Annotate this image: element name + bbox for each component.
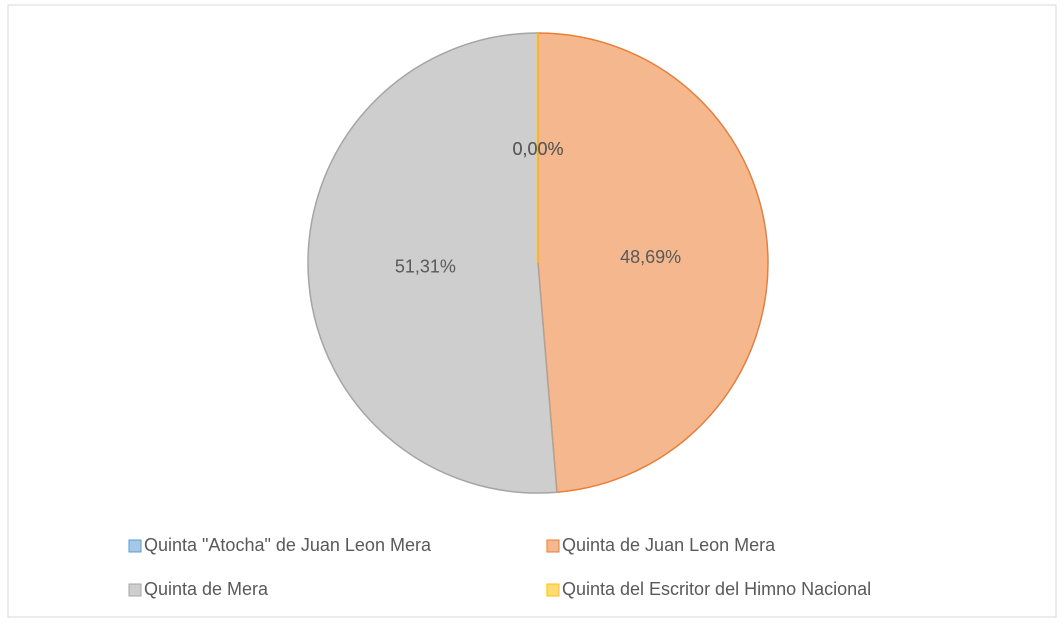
legend-label: Quinta de Mera — [144, 579, 269, 599]
pie-slice — [307, 32, 558, 494]
legend-label: Quinta "Atocha" de Juan Leon Mera — [144, 535, 432, 555]
legend-swatch — [546, 583, 560, 597]
data-label: 0,00% — [512, 139, 563, 159]
data-label: 48,69% — [620, 247, 681, 267]
legend-label: Quinta del Escritor del Himno Nacional — [562, 579, 871, 599]
legend-swatch — [546, 539, 560, 553]
legend-swatch — [128, 539, 142, 553]
legend-swatch — [128, 583, 142, 597]
legend-label: Quinta de Juan Leon Mera — [562, 535, 776, 555]
data-label: 51,31% — [395, 256, 456, 276]
data-label: 0,00% — [512, 139, 563, 159]
pie-slice — [537, 32, 769, 494]
